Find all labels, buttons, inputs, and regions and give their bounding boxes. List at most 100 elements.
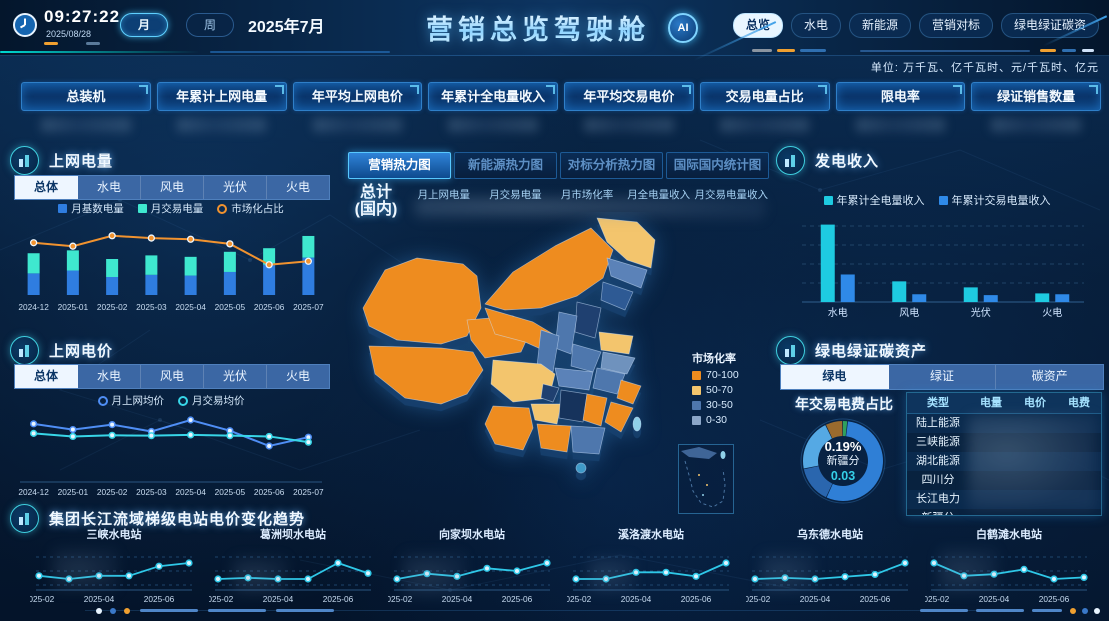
kpi-7[interactable]: 限电率 bbox=[835, 82, 966, 132]
total-title: 总计 bbox=[359, 184, 392, 201]
carousel-dot[interactable] bbox=[1070, 608, 1076, 614]
station-chart-6: 白鹤滩水电站 2025-02 2025-04 2025-06 bbox=[919, 526, 1093, 610]
metric-label-4: 月全电量收入 bbox=[627, 189, 691, 201]
green-tab-3[interactable]: 碳资产 bbox=[1031, 369, 1068, 383]
ai-assistant-button[interactable]: AI bbox=[668, 13, 698, 43]
nav-item-2[interactable]: 水电 bbox=[790, 13, 841, 38]
kpi-8[interactable]: 绿证销售数量 bbox=[971, 82, 1101, 132]
china-map[interactable] bbox=[345, 212, 775, 517]
svg-text:2025-04: 2025-04 bbox=[979, 594, 1010, 604]
svg-text:2025-02: 2025-02 bbox=[30, 594, 55, 604]
panel-icon bbox=[776, 336, 805, 365]
redacted-smudge bbox=[52, 548, 118, 592]
svg-text:2025-05: 2025-05 bbox=[215, 302, 246, 312]
table-row[interactable]: 陆上能源 bbox=[907, 414, 1101, 433]
price-tab-1[interactable]: 总体 bbox=[15, 365, 78, 388]
table-row-name: 陆上能源 bbox=[916, 417, 960, 429]
price-tab-4[interactable]: 光伏 bbox=[204, 365, 267, 388]
nav-item-4[interactable]: 营销对标 bbox=[918, 13, 993, 38]
panel-title: 发电收入 bbox=[815, 153, 880, 170]
map-legend: 市场化率 70-100 50-70 30-50 0-30 bbox=[692, 350, 739, 426]
green-tab-2[interactable]: 绿证 bbox=[889, 365, 997, 389]
station-chart-2: 葛洲坝水电站 2025-02 2025-04 2025-06 bbox=[203, 526, 377, 610]
price-tab-5[interactable]: 火电 bbox=[285, 369, 310, 383]
table-row[interactable]: 湖北能源 bbox=[907, 452, 1101, 471]
carousel-track[interactable] bbox=[85, 610, 1015, 611]
header-dash-decor bbox=[1062, 49, 1076, 52]
panel-icon bbox=[10, 146, 39, 175]
legend-item: 月上网均价 bbox=[97, 393, 164, 408]
carousel-dot[interactable] bbox=[96, 608, 102, 614]
station-title: 三峡水电站 bbox=[86, 529, 142, 541]
current-period-label: 2025年7月 bbox=[248, 19, 325, 36]
kpi-5[interactable]: 年平均交易电价 bbox=[564, 82, 694, 132]
carousel-dash[interactable] bbox=[976, 609, 1024, 612]
power-tab-4[interactable]: 光伏 bbox=[204, 176, 267, 199]
units-note: 单位: 万千瓦、亿千瓦时、元/千瓦时、亿元 bbox=[870, 62, 1099, 74]
clock-icon bbox=[13, 13, 37, 37]
price-tab-3[interactable]: 风电 bbox=[141, 365, 204, 388]
nav-item-3[interactable]: 新能源 bbox=[848, 13, 911, 38]
kpi-value-redacted bbox=[991, 118, 1081, 132]
heatmap-tab-4[interactable]: 国际国内统计图 bbox=[666, 152, 769, 179]
svg-text:2025-06: 2025-06 bbox=[502, 594, 533, 604]
station-charts-row: 三峡水电站2025-022025-042025-06葛洲坝水电站2025-022… bbox=[0, 526, 1109, 608]
table-row[interactable]: 三峡能源 bbox=[907, 433, 1101, 452]
svg-text:2025-01: 2025-01 bbox=[58, 302, 89, 312]
power-tab-1[interactable]: 总体 bbox=[15, 176, 78, 199]
map-legend-item-1: 70-100 bbox=[692, 369, 739, 381]
legend-marker bbox=[178, 395, 188, 406]
legend-label: 年累计全电量收入 bbox=[836, 195, 925, 207]
period-button-week[interactable]: 周 bbox=[186, 13, 235, 37]
carousel-dot[interactable] bbox=[124, 608, 130, 614]
kpi-4[interactable]: 年累计全电量收入 bbox=[428, 82, 558, 132]
top-nav: 总览 水电 新能源 营销对标 绿电绿证碳资 bbox=[732, 13, 1099, 38]
carousel-dash[interactable] bbox=[920, 609, 968, 612]
legend-swatch bbox=[692, 415, 701, 425]
svg-text:2025-01: 2025-01 bbox=[58, 487, 89, 497]
table-row[interactable]: 长江电力 bbox=[907, 490, 1101, 509]
heatmap-tab-2[interactable]: 新能源热力图 bbox=[454, 152, 557, 179]
svg-text:2025-06: 2025-06 bbox=[254, 487, 285, 497]
heatmap-tab-1[interactable]: 营销热力图 bbox=[348, 152, 451, 179]
station-line-chart: 2025-02 2025-04 2025-06 bbox=[382, 556, 551, 604]
kpi-6[interactable]: 交易电量占比 bbox=[699, 82, 830, 132]
table-header-row: 类型 电量 电价 电费 bbox=[907, 393, 1101, 414]
nav-item-1[interactable]: 总览 bbox=[732, 13, 783, 38]
carousel-dot[interactable] bbox=[1082, 608, 1088, 614]
kpi-2[interactable]: 年累计上网电量 bbox=[156, 82, 287, 132]
carousel-dash[interactable] bbox=[208, 609, 266, 612]
carousel-dash[interactable] bbox=[140, 609, 198, 612]
heatmap-tab-3[interactable]: 对标分析热力图 bbox=[560, 152, 663, 179]
kpi-label: 年平均上网电价 bbox=[292, 82, 423, 111]
kpi-value-redacted bbox=[855, 118, 946, 132]
power-tab-5[interactable]: 火电 bbox=[285, 180, 310, 194]
kpi-3[interactable]: 年平均上网电价 bbox=[292, 82, 423, 132]
carousel-dash[interactable] bbox=[276, 609, 334, 612]
panel-header-trend: 集团长江流域梯级电站电价变化趋势 bbox=[10, 504, 305, 533]
price-tab-2[interactable]: 水电 bbox=[78, 365, 141, 388]
table-header-cell: 电费 bbox=[1068, 397, 1090, 409]
svg-text:2025-02: 2025-02 bbox=[97, 302, 128, 312]
legend-item: 月交易电量 bbox=[137, 201, 203, 216]
legend-marker bbox=[137, 204, 147, 213]
svg-text:2025-06: 2025-06 bbox=[323, 594, 354, 604]
green-assets-table: 类型 电量 电价 电费陆上能源三峡能源湖北能源四川分长江电力新疆分 bbox=[906, 392, 1102, 516]
svg-text:2025-03: 2025-03 bbox=[136, 302, 167, 312]
carousel-dot[interactable] bbox=[110, 608, 116, 614]
kpi-label: 年平均交易电价 bbox=[564, 82, 694, 111]
power-tab-3[interactable]: 风电 bbox=[141, 176, 204, 199]
period-button-month[interactable]: 月 bbox=[120, 13, 169, 37]
metric-label-1: 月上网电量 bbox=[417, 189, 471, 201]
carousel-dot[interactable] bbox=[1094, 608, 1100, 614]
green-tab-1[interactable]: 绿电 bbox=[781, 365, 889, 389]
power-tab-2[interactable]: 水电 bbox=[78, 176, 141, 199]
legend-marker bbox=[823, 195, 833, 205]
carousel-dash[interactable] bbox=[1032, 609, 1062, 612]
kpi-1[interactable]: 总装机 bbox=[21, 82, 151, 132]
legend-marker bbox=[938, 195, 948, 205]
kpi-label: 总装机 bbox=[21, 82, 151, 111]
table-row[interactable]: 四川分 bbox=[907, 471, 1101, 490]
table-row[interactable]: 新疆分 bbox=[907, 509, 1101, 515]
legend-label: 月交易均价 bbox=[192, 395, 245, 407]
